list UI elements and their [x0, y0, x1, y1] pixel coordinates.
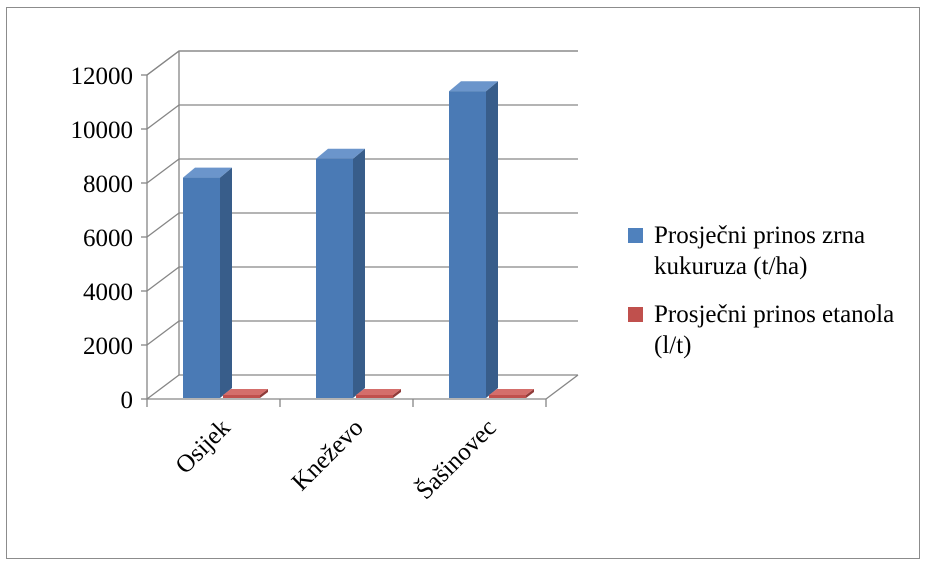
bar-ethanol-1 [356, 389, 401, 398]
gridline [146, 50, 578, 76]
gridline [146, 374, 578, 400]
legend-swatch-ethanol [628, 307, 643, 322]
bar-side [486, 81, 498, 398]
legend: Prosječni prinos zrna kukuruza (t/ha) Pr… [628, 220, 908, 378]
bar-front [356, 395, 393, 398]
bar-yield-1 [316, 148, 365, 398]
gridline [146, 212, 578, 238]
bar-top [489, 389, 534, 395]
wall-top-edge [146, 50, 578, 76]
bar-side [526, 389, 534, 398]
bar-yield-0 [183, 167, 232, 398]
floor-right-edge [545, 374, 579, 400]
x-axis-labels: Osijek Kneževo Šašinovec [170, 413, 501, 505]
bar-front [316, 158, 353, 398]
bar-front [183, 177, 220, 398]
y-tick-label: 4000 [83, 279, 133, 306]
bar-side [260, 389, 268, 398]
bar-side [220, 167, 232, 398]
bar-top [316, 148, 365, 159]
bar-front [449, 91, 486, 398]
x-tick-label: Šašinovec [410, 413, 502, 505]
y-tick-label: 6000 [83, 225, 133, 252]
bar-top [356, 389, 401, 395]
bar-side [393, 389, 401, 398]
bar-yield-2 [449, 81, 498, 398]
y-tick-label: 10000 [71, 117, 134, 144]
legend-item-ethanol: Prosječni prinos etanola (l/t) [628, 299, 908, 361]
y-axis-ticks: 0 2000 4000 6000 8000 10000 12000 [71, 63, 147, 414]
y-tick-label: 0 [121, 387, 134, 414]
legend-label-ethanol: Prosječni prinos etanola (l/t) [654, 301, 895, 359]
bar-top [449, 81, 498, 92]
y-tick-label: 12000 [71, 63, 134, 90]
gridlines [146, 50, 578, 400]
legend-item-yield: Prosječni prinos zrna kukuruza (t/ha) [628, 220, 908, 282]
bar-top [223, 389, 268, 395]
legend-swatch-yield [628, 228, 643, 243]
bar-front [489, 395, 526, 398]
legend-label-yield: Prosječni prinos zrna kukuruza (t/ha) [654, 222, 866, 280]
y-tick-label: 8000 [83, 171, 133, 198]
gridline [146, 104, 578, 130]
bar-ethanol-2 [489, 389, 534, 398]
x-axis [146, 374, 579, 407]
gridline [146, 266, 578, 292]
x-tick-label: Kneževo [287, 414, 369, 496]
bar-ethanol-0 [223, 389, 268, 398]
y-tick-label: 2000 [83, 333, 133, 360]
x-tick-label: Osijek [170, 414, 236, 480]
gridline [146, 158, 578, 184]
bars [183, 81, 534, 398]
bar-top [183, 167, 232, 178]
gridline [146, 320, 578, 346]
bar-front [223, 395, 260, 398]
bar-side [353, 148, 365, 398]
